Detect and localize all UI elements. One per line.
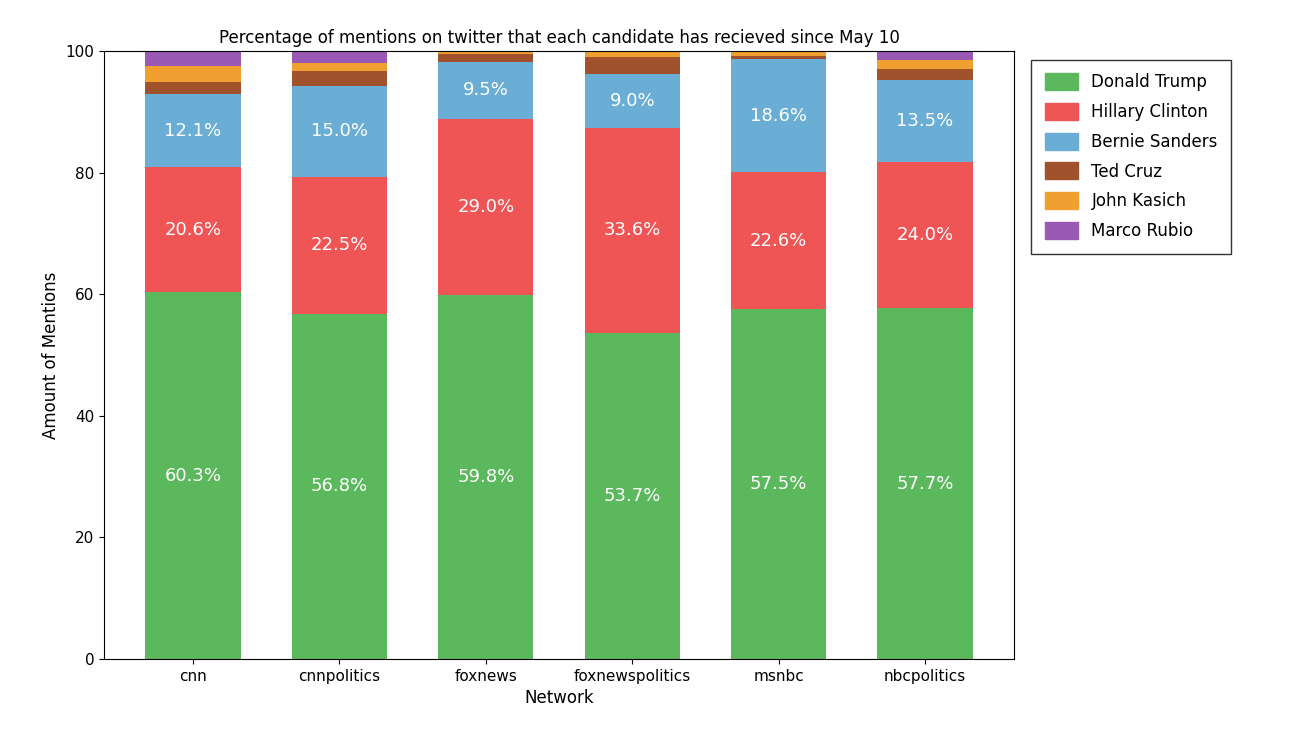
Bar — [291, 86, 387, 177]
Bar — [146, 81, 240, 94]
Text: 33.6%: 33.6% — [603, 222, 660, 239]
Bar — [585, 51, 680, 57]
Text: 24.0%: 24.0% — [897, 226, 954, 244]
Bar — [146, 94, 240, 168]
Text: 57.5%: 57.5% — [750, 475, 807, 493]
Text: 20.6%: 20.6% — [165, 221, 221, 239]
Bar — [291, 51, 387, 64]
Bar — [438, 296, 533, 659]
Text: 13.5%: 13.5% — [897, 113, 954, 130]
Bar — [731, 59, 827, 172]
Text: 9.0%: 9.0% — [610, 92, 655, 110]
Text: 9.5%: 9.5% — [463, 81, 508, 100]
Bar — [731, 310, 827, 659]
Bar — [438, 61, 533, 119]
Bar — [438, 54, 533, 61]
Text: 60.3%: 60.3% — [165, 466, 221, 485]
Text: 53.7%: 53.7% — [603, 487, 660, 504]
Bar — [146, 293, 240, 659]
Text: 15.0%: 15.0% — [311, 122, 368, 141]
Bar — [878, 51, 972, 60]
X-axis label: Network: Network — [524, 689, 594, 707]
Text: 57.7%: 57.7% — [897, 474, 954, 493]
Bar — [878, 70, 972, 81]
Bar — [291, 64, 387, 71]
Bar — [585, 74, 680, 128]
Bar — [731, 172, 827, 310]
Bar — [878, 81, 972, 163]
Bar — [731, 51, 827, 56]
Bar — [878, 163, 972, 308]
Text: 29.0%: 29.0% — [458, 198, 515, 217]
Bar — [585, 57, 680, 74]
Y-axis label: Amount of Mentions: Amount of Mentions — [42, 272, 60, 438]
Bar — [291, 177, 387, 314]
Bar — [585, 332, 680, 659]
Bar — [878, 308, 972, 659]
Bar — [878, 60, 972, 70]
Bar — [146, 168, 240, 293]
Text: 22.6%: 22.6% — [750, 232, 807, 250]
Bar — [146, 51, 240, 67]
Bar — [146, 67, 240, 81]
Text: 18.6%: 18.6% — [750, 107, 807, 124]
Bar — [438, 51, 533, 54]
Bar — [438, 119, 533, 296]
Text: 59.8%: 59.8% — [458, 468, 515, 486]
Text: 22.5%: 22.5% — [311, 236, 368, 254]
Bar — [291, 314, 387, 659]
Bar — [731, 56, 827, 59]
Bar — [291, 71, 387, 86]
Text: 56.8%: 56.8% — [311, 477, 368, 496]
Title: Percentage of mentions on twitter that each candidate has recieved since May 10: Percentage of mentions on twitter that e… — [218, 29, 900, 47]
Text: 12.1%: 12.1% — [164, 122, 221, 140]
Legend: Donald Trump, Hillary Clinton, Bernie Sanders, Ted Cruz, John Kasich, Marco Rubi: Donald Trump, Hillary Clinton, Bernie Sa… — [1031, 59, 1231, 253]
Bar — [585, 128, 680, 332]
